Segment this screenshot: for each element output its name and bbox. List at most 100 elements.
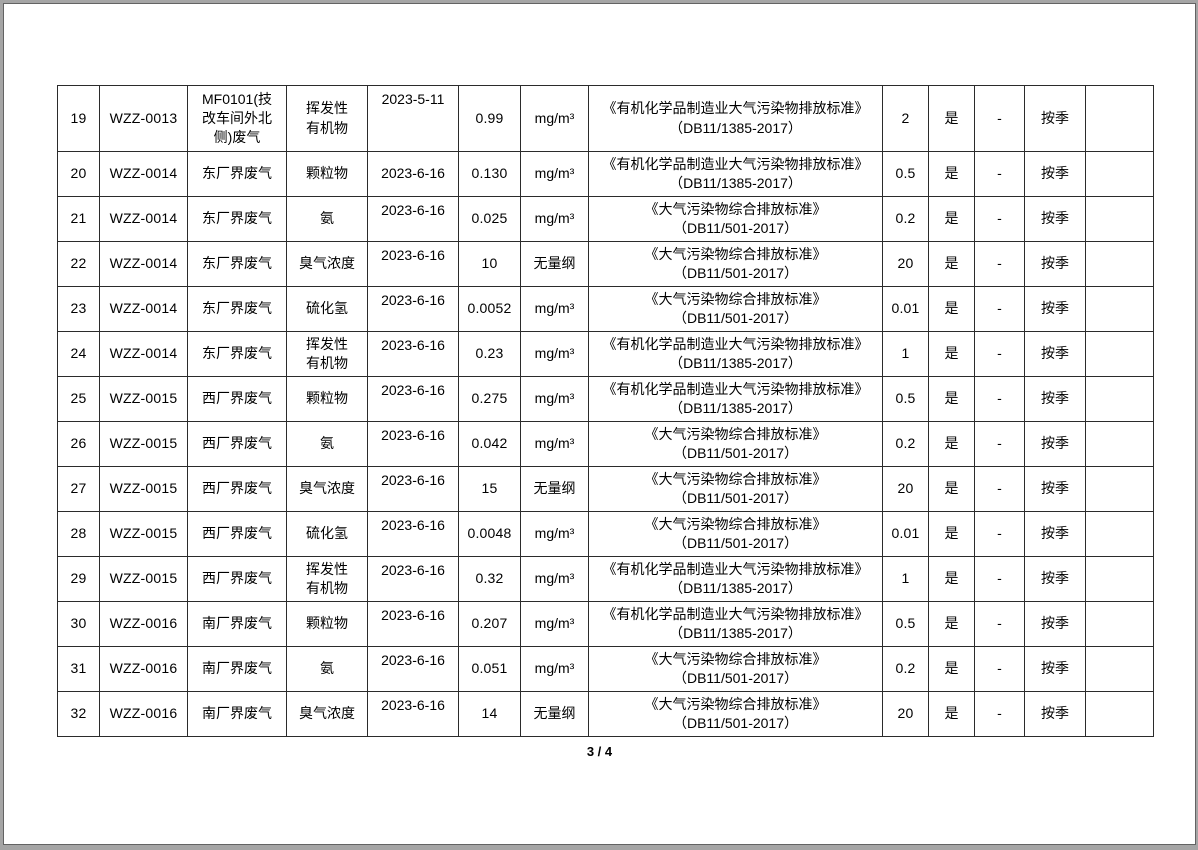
monitoring-data-table: 19 WZZ-0013 MF0101(技 改车间外北 侧)废气 挥发性 有机物 … [57,85,1154,737]
cell-limit-value: 0.2 [882,421,929,467]
cell-limit-value: 1 [882,556,929,602]
cell-emission-standard: 《有机化学品制造业大气污染物排放标准》 （DB11/1385-2017） [588,601,883,647]
cell-row-number: 30 [57,601,100,647]
cell-outlet-code: WZZ-0015 [99,376,188,422]
cell-row-number: 25 [57,376,100,422]
cell-extra [1085,151,1154,197]
cell-source-name: 南厂界废气 [187,601,287,647]
cell-unit: mg/m³ [520,331,589,377]
cell-measured-value: 0.025 [458,196,521,242]
cell-measured-value: 14 [458,691,521,737]
cell-dash: - [974,646,1025,692]
cell-row-number: 19 [57,85,100,152]
cell-monitoring-date: 2023-5-11 [367,85,459,152]
cell-unit: mg/m³ [520,601,589,647]
cell-frequency: 按季 [1024,511,1086,557]
cell-dash: - [974,511,1025,557]
cell-source-name: 西厂界废气 [187,511,287,557]
cell-source-name: 南厂界废气 [187,691,287,737]
cell-pollutant: 氨 [286,421,368,467]
page-number: 3 / 4 [586,744,613,759]
cell-unit: 无量纲 [520,466,589,512]
cell-monitoring-date: 2023-6-16 [367,466,459,512]
cell-dash: - [974,241,1025,287]
cell-monitoring-date: 2023-6-16 [367,646,459,692]
cell-row-number: 24 [57,331,100,377]
cell-emission-standard: 《有机化学品制造业大气污染物排放标准》 （DB11/1385-2017） [588,556,883,602]
cell-limit-value: 0.2 [882,646,929,692]
cell-dash: - [974,691,1025,737]
table-row: 29 WZZ-0015 西厂界废气 挥发性 有机物 2023-6-16 0.32… [57,556,1154,602]
cell-frequency: 按季 [1024,421,1086,467]
cell-outlet-code: WZZ-0014 [99,286,188,332]
cell-unit: mg/m³ [520,85,589,152]
cell-monitoring-date: 2023-6-16 [367,286,459,332]
cell-limit-value: 0.2 [882,196,929,242]
cell-compliance: 是 [928,286,975,332]
cell-frequency: 按季 [1024,691,1086,737]
cell-emission-standard: 《大气污染物综合排放标准》 （DB11/501-2017） [588,286,883,332]
cell-frequency: 按季 [1024,151,1086,197]
cell-outlet-code: WZZ-0014 [99,196,188,242]
cell-unit: mg/m³ [520,196,589,242]
cell-compliance: 是 [928,421,975,467]
cell-monitoring-date: 2023-6-16 [367,421,459,467]
cell-dash: - [974,421,1025,467]
cell-measured-value: 0.99 [458,85,521,152]
cell-compliance: 是 [928,466,975,512]
cell-limit-value: 1 [882,331,929,377]
table-row: 22 WZZ-0014 东厂界废气 臭气浓度 2023-6-16 10 无量纲 … [57,241,1154,287]
cell-source-name: 东厂界废气 [187,286,287,332]
cell-extra [1085,556,1154,602]
cell-outlet-code: WZZ-0016 [99,646,188,692]
cell-compliance: 是 [928,691,975,737]
cell-limit-value: 2 [882,85,929,152]
cell-compliance: 是 [928,151,975,197]
table-row: 27 WZZ-0015 西厂界废气 臭气浓度 2023-6-16 15 无量纲 … [57,466,1154,512]
cell-extra [1085,376,1154,422]
cell-row-number: 32 [57,691,100,737]
cell-emission-standard: 《有机化学品制造业大气污染物排放标准》 （DB11/1385-2017） [588,331,883,377]
cell-dash: - [974,376,1025,422]
table-row: 20 WZZ-0014 东厂界废气 颗粒物 2023-6-16 0.130 mg… [57,151,1154,197]
cell-source-name: 东厂界废气 [187,241,287,287]
cell-monitoring-date: 2023-6-16 [367,556,459,602]
cell-unit: 无量纲 [520,241,589,287]
table-row: 26 WZZ-0015 西厂界废气 氨 2023-6-16 0.042 mg/m… [57,421,1154,467]
cell-dash: - [974,286,1025,332]
cell-limit-value: 0.5 [882,601,929,647]
cell-row-number: 21 [57,196,100,242]
table-row: 24 WZZ-0014 东厂界废气 挥发性 有机物 2023-6-16 0.23… [57,331,1154,377]
cell-row-number: 23 [57,286,100,332]
cell-outlet-code: WZZ-0014 [99,331,188,377]
cell-pollutant: 挥发性 有机物 [286,331,368,377]
cell-extra [1085,691,1154,737]
table-row: 32 WZZ-0016 南厂界废气 臭气浓度 2023-6-16 14 无量纲 … [57,691,1154,737]
table-row: 25 WZZ-0015 西厂界废气 颗粒物 2023-6-16 0.275 mg… [57,376,1154,422]
cell-outlet-code: WZZ-0015 [99,421,188,467]
document-page: 19 WZZ-0013 MF0101(技 改车间外北 侧)废气 挥发性 有机物 … [3,3,1196,845]
cell-source-name: 西厂界废气 [187,421,287,467]
cell-emission-standard: 《大气污染物综合排放标准》 （DB11/501-2017） [588,511,883,557]
cell-monitoring-date: 2023-6-16 [367,376,459,422]
cell-measured-value: 0.042 [458,421,521,467]
cell-row-number: 26 [57,421,100,467]
cell-frequency: 按季 [1024,556,1086,602]
cell-source-name: 西厂界废气 [187,466,287,512]
cell-row-number: 22 [57,241,100,287]
cell-pollutant: 挥发性 有机物 [286,85,368,152]
table-row: 28 WZZ-0015 西厂界废气 硫化氢 2023-6-16 0.0048 m… [57,511,1154,557]
cell-pollutant: 氨 [286,196,368,242]
cell-extra [1085,241,1154,287]
cell-monitoring-date: 2023-6-16 [367,196,459,242]
cell-frequency: 按季 [1024,466,1086,512]
table-row: 23 WZZ-0014 东厂界废气 硫化氢 2023-6-16 0.0052 m… [57,286,1154,332]
cell-measured-value: 0.207 [458,601,521,647]
cell-emission-standard: 《有机化学品制造业大气污染物排放标准》 （DB11/1385-2017） [588,376,883,422]
cell-extra [1085,511,1154,557]
cell-outlet-code: WZZ-0015 [99,556,188,602]
cell-unit: 无量纲 [520,691,589,737]
cell-emission-standard: 《大气污染物综合排放标准》 （DB11/501-2017） [588,691,883,737]
cell-outlet-code: WZZ-0015 [99,466,188,512]
cell-row-number: 20 [57,151,100,197]
